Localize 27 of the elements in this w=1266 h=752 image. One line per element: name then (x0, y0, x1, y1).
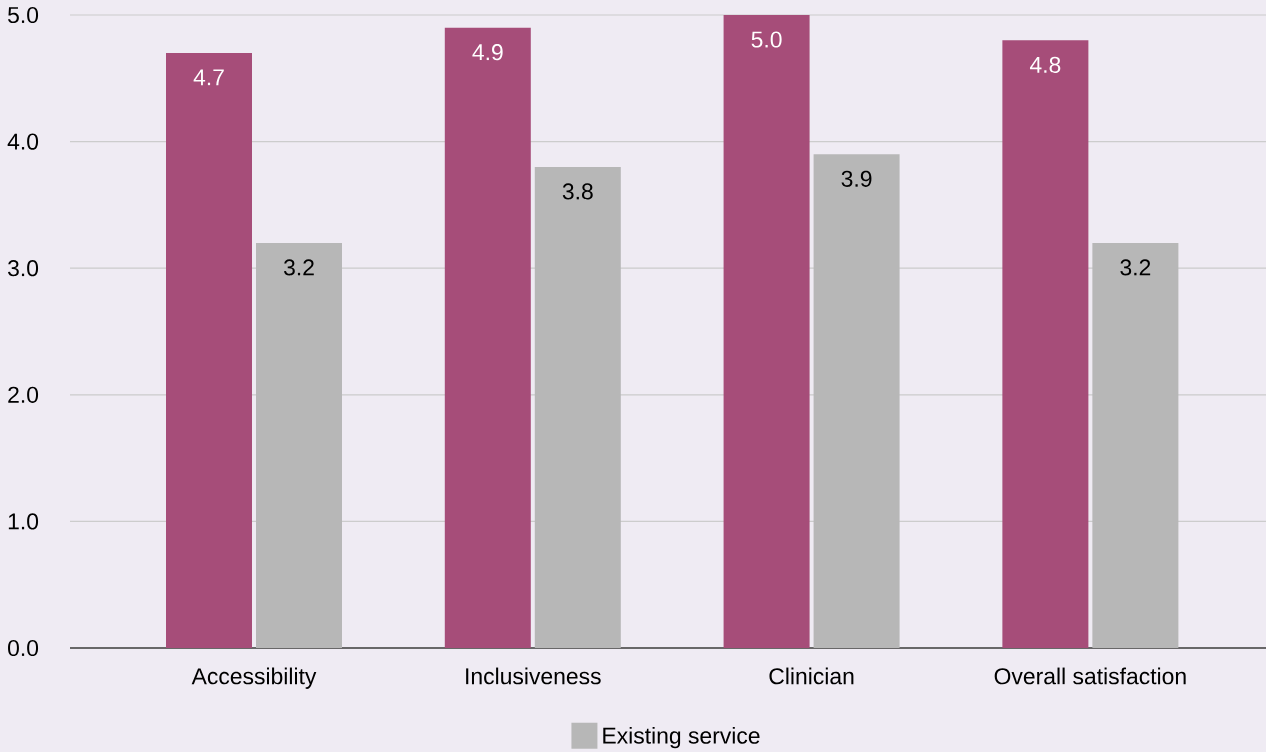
y-tick-label: 1.0 (8, 513, 39, 530)
bar (1092, 242, 1179, 648)
data-label: 4.8 (1029, 56, 1061, 73)
y-tick-label: 0.0 (8, 639, 39, 657)
x-tick-label: Accessibility (191, 667, 317, 689)
data-label: 3.2 (1120, 259, 1151, 276)
bar (723, 15, 810, 648)
bar (444, 27, 531, 648)
data-label: 5.0 (751, 31, 782, 48)
bar (256, 242, 342, 648)
data-label: 3.9 (841, 170, 872, 187)
data-label: 3.8 (562, 183, 593, 200)
legend-label: Existing service (603, 726, 760, 749)
y-tick-label: 5.0 (8, 6, 39, 24)
y-tick-label: 2.0 (8, 386, 39, 403)
x-tick-label: Inclusiveness (466, 667, 601, 685)
x-tick-label: Overall satisfaction (994, 667, 1186, 685)
y-tick-label: 4.0 (7, 133, 39, 150)
data-label: 3.2 (283, 259, 314, 276)
bar (534, 166, 621, 648)
y-tick-label: 3.0 (7, 260, 39, 277)
x-tick-label: Clinician (769, 667, 854, 685)
bar (166, 52, 252, 648)
bar (813, 154, 900, 648)
bar (1002, 40, 1089, 648)
data-label: 4.9 (472, 44, 503, 61)
data-label: 4.7 (193, 69, 224, 86)
